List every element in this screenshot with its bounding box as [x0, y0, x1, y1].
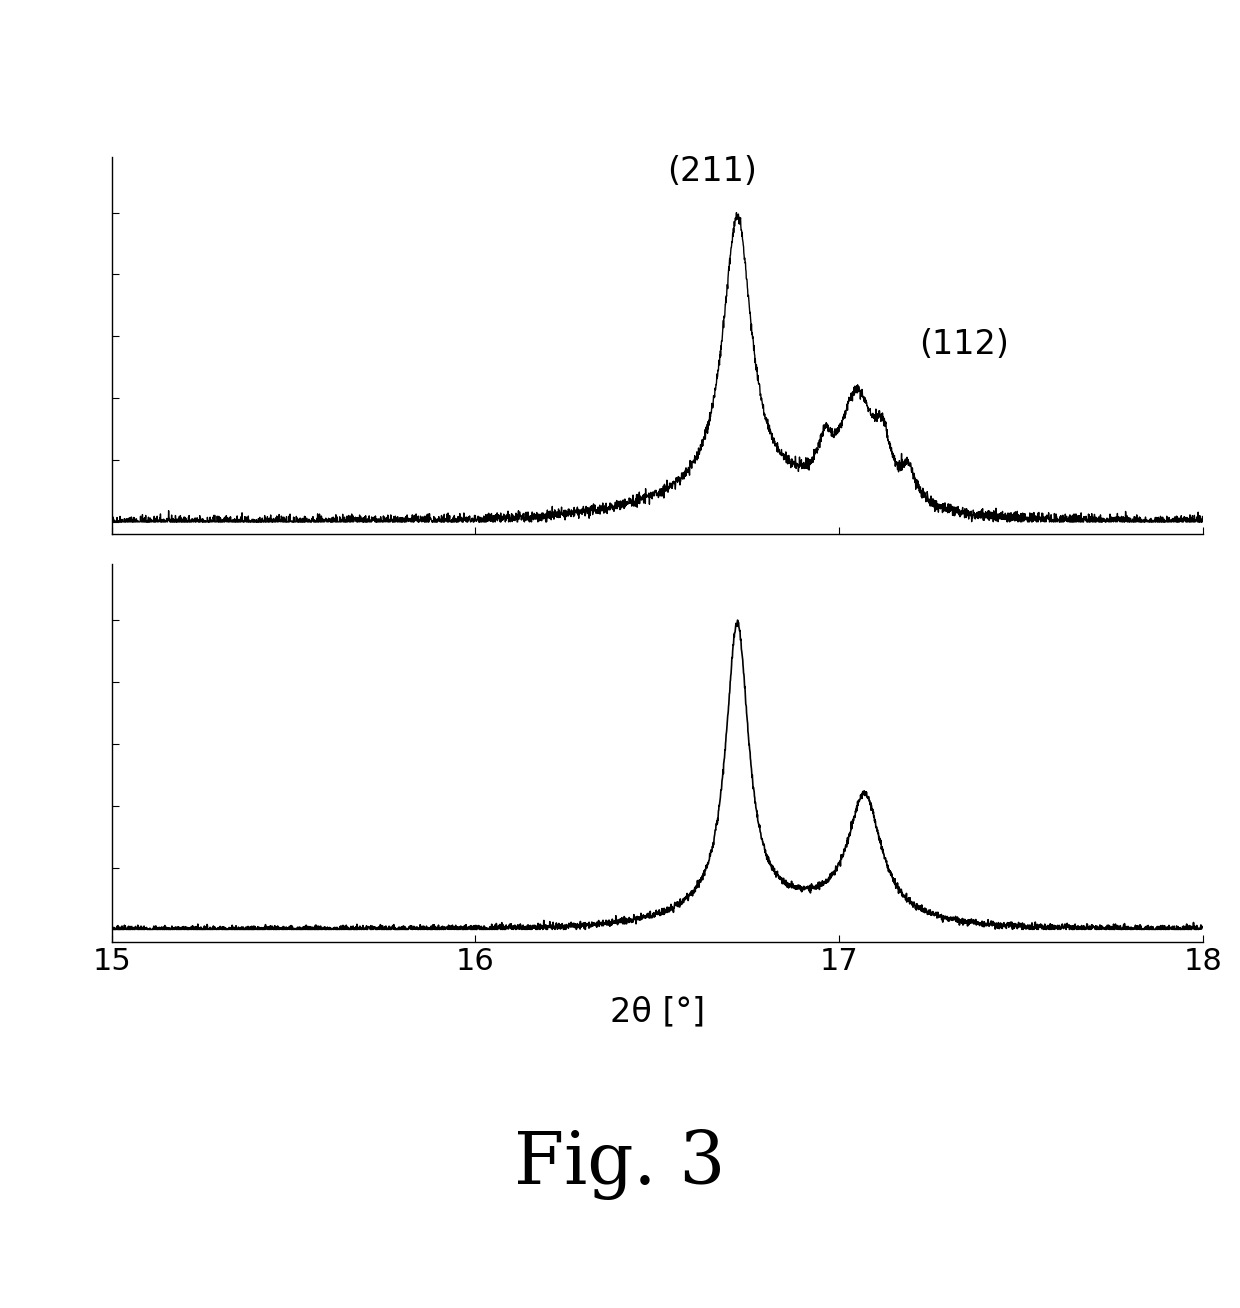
- Text: Fig. 3: Fig. 3: [515, 1129, 725, 1199]
- Text: (112): (112): [919, 328, 1009, 361]
- Text: (211): (211): [667, 154, 756, 188]
- X-axis label: 2θ [°]: 2θ [°]: [610, 995, 704, 1028]
